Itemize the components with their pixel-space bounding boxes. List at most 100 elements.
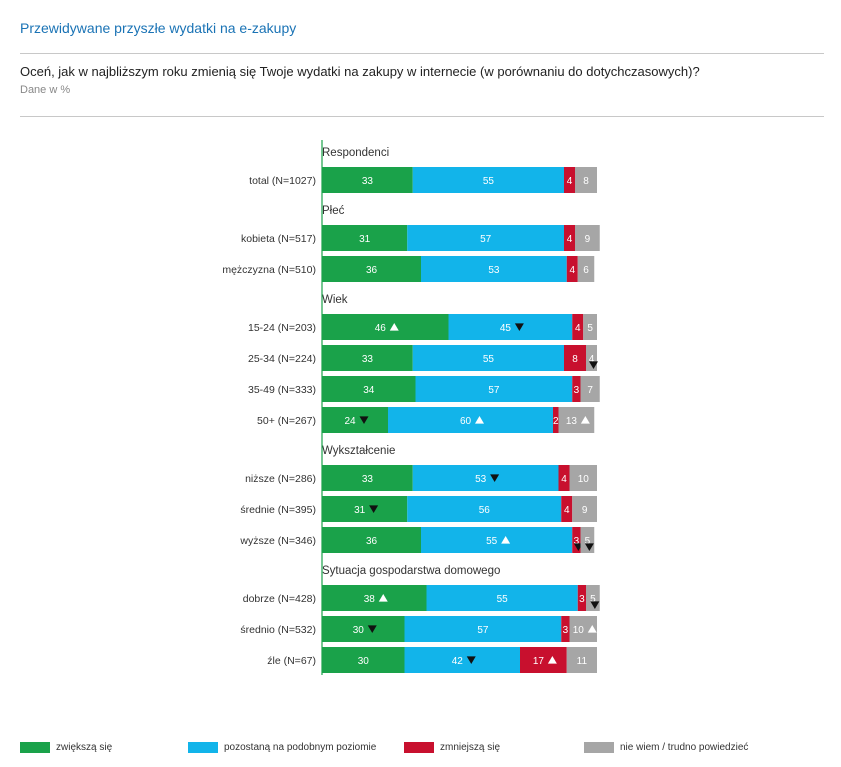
data-label: 36 <box>366 265 378 276</box>
data-label: 4 <box>567 176 573 187</box>
data-label: 33 <box>362 176 374 187</box>
legend-swatch-increase <box>20 741 50 753</box>
row-label: źle (N=67) <box>267 655 316 667</box>
data-label: 55 <box>483 176 495 187</box>
row-label: 15-24 (N=203) <box>248 322 316 334</box>
bar-segment-pozostan-na-podobnym-poziomie <box>421 256 567 282</box>
data-label: 4 <box>564 505 570 516</box>
bar-segment-nie-wiem-trudno-powiedzie <box>558 407 595 433</box>
bar-segment-zwi-ksz-si <box>322 407 388 433</box>
bar-segment-zmniejsz-si <box>564 345 586 371</box>
data-label: 3 <box>563 625 569 636</box>
data-label: 5 <box>590 594 596 605</box>
legend-swatch-dontknow <box>584 741 614 753</box>
bar-segment-zmniejsz-si <box>566 256 578 282</box>
significance-down-icon <box>490 474 500 483</box>
legend-label-decrease: zmniejszą się <box>440 741 501 753</box>
data-label: 4 <box>567 234 573 245</box>
group-heading-p-e: Płeć <box>322 205 345 217</box>
data-label: 3 <box>574 385 580 396</box>
data-label: 4 <box>575 323 581 334</box>
significance-down-icon <box>369 505 379 514</box>
legend-label-same: pozostaną na podobnym poziomie <box>224 741 377 753</box>
bar-segment-nie-wiem-trudno-powiedzie <box>580 376 600 402</box>
row-label: wyższe (N=346) <box>239 535 316 547</box>
bar-segment-zwi-ksz-si <box>322 647 405 673</box>
legend-swatch-decrease <box>404 741 434 753</box>
bar-segment-pozostan-na-podobnym-poziomie <box>426 585 578 611</box>
row-label: średnio (N=532) <box>240 624 316 636</box>
data-label: 30 <box>353 625 365 636</box>
data-label: 5 <box>587 323 593 334</box>
data-label: 30 <box>358 656 370 667</box>
row-label: dobrze (N=428) <box>243 593 316 605</box>
row-label: 25-34 (N=224) <box>248 353 316 365</box>
data-label: 53 <box>475 474 487 485</box>
bar-segment-pozostan-na-podobnym-poziomie <box>415 376 573 402</box>
row-label: total (N=1027) <box>249 175 316 187</box>
bar-segment-pozostan-na-podobnym-poziomie <box>421 527 573 553</box>
bar-segment-zmniejsz-si <box>572 376 581 402</box>
bar-segment-zwi-ksz-si <box>322 167 413 193</box>
group-heading-sytuacja-gospodarstwa-domowego: Sytuacja gospodarstwa domowego <box>322 565 500 577</box>
significance-down-icon <box>589 361 598 370</box>
bar-segment-nie-wiem-trudno-powiedzie <box>583 314 597 340</box>
significance-down-icon <box>466 656 476 665</box>
significance-up-icon <box>547 655 557 664</box>
survey-question: Oceń, jak w najbliższym roku zmienią się… <box>20 64 700 79</box>
data-label: 57 <box>488 385 500 396</box>
bar-segment-zwi-ksz-si <box>322 465 413 491</box>
row-label: 35-49 (N=333) <box>248 384 316 396</box>
bar-segment-zwi-ksz-si <box>322 376 416 402</box>
data-label: 2 <box>553 416 559 427</box>
data-label: 55 <box>486 536 498 547</box>
data-label: 46 <box>375 323 387 334</box>
data-label: 42 <box>452 656 464 667</box>
significance-down-icon <box>584 543 594 552</box>
bar-segment-zmniejsz-si <box>561 496 573 522</box>
significance-down-icon <box>514 323 524 332</box>
data-label: 38 <box>364 594 376 605</box>
data-label: 36 <box>366 536 378 547</box>
data-label: 34 <box>363 385 375 396</box>
group-heading-wykszta-cenie: Wykształcenie <box>322 445 395 457</box>
legend-label-increase: zwiększą się <box>56 741 113 753</box>
data-label: 56 <box>479 505 491 516</box>
data-label: 60 <box>460 416 472 427</box>
bar-segment-zmniejsz-si <box>561 616 570 642</box>
data-label: 4 <box>561 474 567 485</box>
legend-item-dontknow: nie wiem / trudno powiedzieć <box>584 740 748 754</box>
bar-segment-zwi-ksz-si <box>322 345 413 371</box>
significance-up-icon <box>580 415 590 424</box>
data-label: 17 <box>533 656 545 667</box>
row-label: 50+ (N=267) <box>257 415 316 427</box>
data-label: 3 <box>579 594 585 605</box>
bar-segment-zwi-ksz-si <box>322 256 421 282</box>
significance-up-icon <box>587 624 597 633</box>
page-title: Przewidywane przyszłe wydatki na e-zakup… <box>20 20 297 36</box>
bar-segment-zwi-ksz-si <box>322 496 408 522</box>
bar-segment-zmniejsz-si <box>520 647 567 673</box>
bar-segment-zwi-ksz-si <box>322 585 427 611</box>
significance-down-icon <box>359 416 369 425</box>
data-label: 24 <box>344 416 356 427</box>
significance-up-icon <box>501 535 511 544</box>
significance-up-icon <box>389 322 399 331</box>
significance-down-icon <box>590 601 600 610</box>
bar-segment-pozostan-na-podobnym-poziomie <box>407 225 564 251</box>
significance-down-icon <box>367 625 377 634</box>
bar-segment-pozostan-na-podobnym-poziomie <box>412 345 564 371</box>
data-label: 9 <box>582 505 588 516</box>
row-label: niższe (N=286) <box>245 473 316 485</box>
bar-segment-nie-wiem-trudno-powiedzie <box>575 167 597 193</box>
data-label: 31 <box>359 234 371 245</box>
data-label: 6 <box>583 265 589 276</box>
divider-top <box>20 53 824 54</box>
data-label: 7 <box>587 385 593 396</box>
row-label: kobieta (N=517) <box>241 233 316 245</box>
bar-segment-pozostan-na-podobnym-poziomie <box>388 407 553 433</box>
data-label: 4 <box>569 265 575 276</box>
bar-segment-zmniejsz-si <box>572 314 584 340</box>
bar-segment-zwi-ksz-si <box>322 225 408 251</box>
